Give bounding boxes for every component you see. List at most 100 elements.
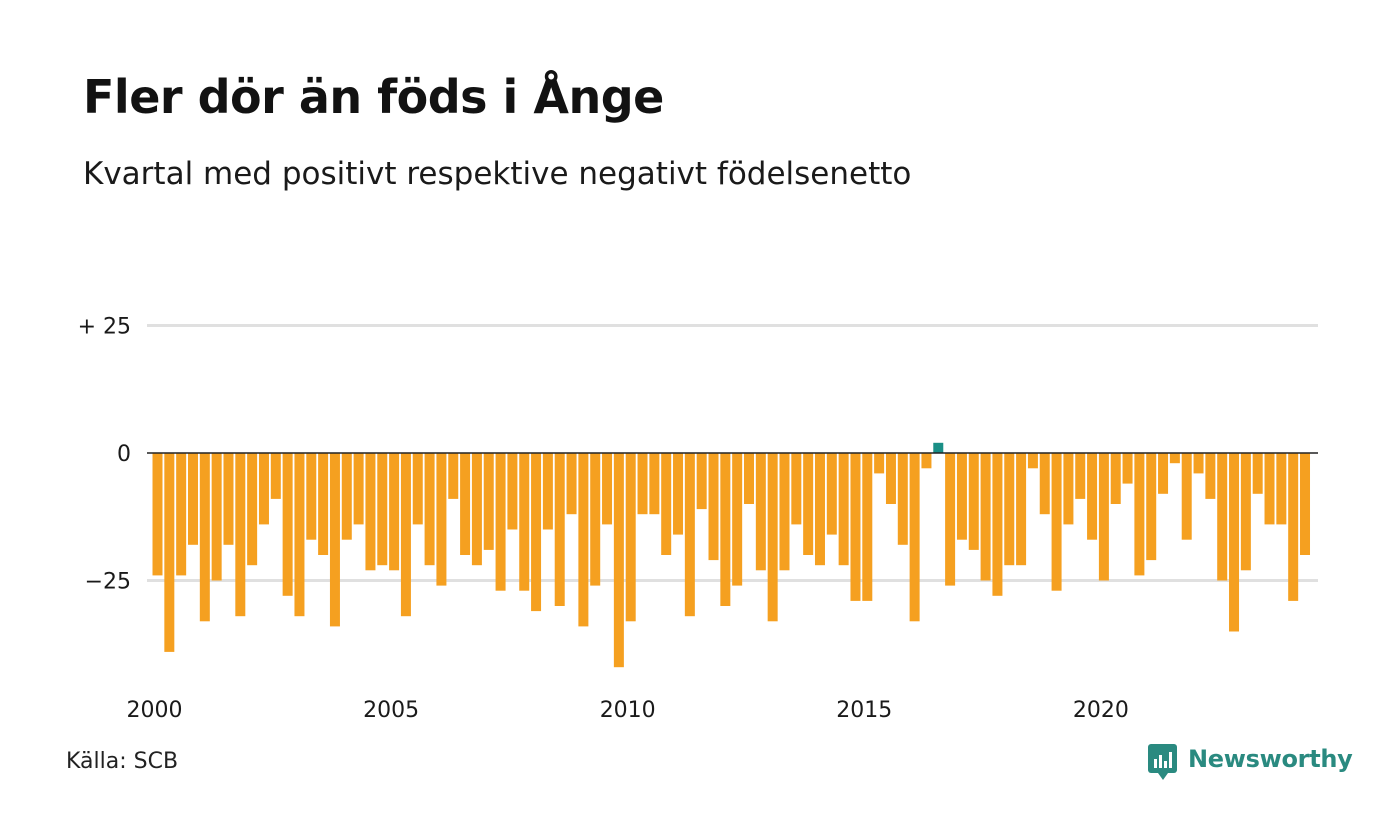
bar-negative: [471, 453, 482, 566]
bar-negative: [1098, 453, 1109, 581]
bar-negative: [1051, 453, 1062, 591]
bar-negative: [1205, 453, 1216, 499]
newsworthy-logo-icon: [1148, 744, 1177, 780]
bar-negative: [1288, 453, 1299, 601]
bar-negative: [235, 453, 246, 617]
y-tick-label: 0: [117, 442, 131, 467]
bar-negative: [744, 453, 754, 504]
bar-negative: [814, 453, 825, 566]
bar-negative: [282, 453, 293, 596]
bar-negative: [531, 453, 542, 612]
bar-negative: [779, 453, 790, 571]
source-label: Källa: SCB: [66, 749, 179, 774]
bar-negative: [1181, 453, 1192, 540]
bar-negative: [400, 453, 411, 617]
bar-negative: [720, 453, 731, 606]
bar-negative: [862, 453, 873, 601]
bar-negative: [1300, 453, 1311, 555]
bar-negative: [495, 453, 506, 591]
bar-positive: [933, 442, 944, 453]
bar-negative: [1146, 453, 1157, 561]
newsworthy-logo: Newsworthy: [1148, 744, 1353, 784]
bar-negative: [803, 453, 814, 555]
bar-negative: [945, 453, 956, 586]
bar-negative: [708, 453, 719, 561]
bar-negative: [1252, 453, 1263, 494]
bar-negative: [1027, 453, 1038, 469]
bar-negative: [412, 453, 423, 525]
bar-negative: [341, 453, 352, 540]
bar-negative: [838, 453, 849, 566]
bar-chart: + 25 0 −25 2000 2005 2010 2015 2020: [78, 315, 1318, 723]
bar-negative: [448, 453, 459, 499]
x-tick-label: 2005: [363, 698, 419, 723]
bar-negative: [1134, 453, 1145, 576]
bar-negative: [1063, 453, 1074, 525]
chart-subtitle: Kvartal med positivt respektive negativt…: [83, 156, 912, 192]
bar-negative: [826, 453, 837, 535]
x-tick-label: 2020: [1073, 698, 1129, 723]
bar-negative: [152, 453, 163, 576]
bar-negative: [211, 453, 222, 581]
brand-name: Newsworthy: [1188, 745, 1353, 773]
x-tick-label: 2000: [127, 698, 183, 723]
bar-negative: [318, 453, 329, 555]
bar-negative: [542, 453, 553, 530]
bar-negative: [732, 453, 743, 586]
bar-negative: [767, 453, 778, 622]
bar-negative: [885, 453, 896, 504]
bar-negative: [329, 453, 340, 627]
bar-negative: [1264, 453, 1275, 525]
bar-negative: [294, 453, 305, 617]
bar-negative: [306, 453, 317, 540]
bar-negative: [968, 453, 979, 550]
bar-negative: [637, 453, 648, 515]
bar-negative: [1122, 453, 1133, 484]
bar-negative: [176, 453, 187, 576]
bar-negative: [507, 453, 518, 530]
bar-negative: [897, 453, 908, 545]
bar-negative: [1158, 453, 1169, 494]
bar-negative: [365, 453, 376, 571]
bar-negative: [980, 453, 991, 581]
bar-negative: [602, 453, 613, 525]
x-tick-label: 2015: [836, 698, 892, 723]
x-tick-label: 2010: [600, 698, 656, 723]
bar-negative: [590, 453, 601, 586]
y-tick-label: −25: [85, 570, 131, 595]
bar-negative: [909, 453, 920, 622]
bar-negative: [1193, 453, 1204, 474]
bar-negative: [1039, 453, 1050, 515]
bar-negative: [424, 453, 435, 566]
bar-negative: [956, 453, 967, 540]
bar-negative: [1217, 453, 1228, 581]
bar-negative: [460, 453, 471, 555]
bar-negative: [164, 453, 175, 652]
bar-negative: [258, 453, 269, 525]
bar-negative: [436, 453, 447, 586]
bar-negative: [389, 453, 400, 571]
bar-negative: [578, 453, 589, 627]
bar-negative: [519, 453, 530, 591]
bar-negative: [791, 453, 802, 525]
bar-negative: [673, 453, 684, 535]
bar-negative: [649, 453, 660, 515]
bar-negative: [850, 453, 861, 601]
bar-negative: [696, 453, 707, 510]
bar-negative: [1276, 453, 1287, 525]
bar-negative: [270, 453, 281, 499]
bar-negative: [377, 453, 388, 566]
bar-negative: [554, 453, 565, 606]
bar-negative: [199, 453, 210, 622]
bar-negative: [1016, 453, 1027, 566]
bar-negative: [1110, 453, 1121, 504]
bar-negative: [483, 453, 494, 550]
bar-negative: [874, 453, 885, 474]
bar-negative: [992, 453, 1003, 596]
bar-negative: [661, 453, 672, 555]
bar-negative: [1169, 453, 1180, 464]
bar-negative: [1075, 453, 1086, 499]
y-tick-label: + 25: [78, 315, 131, 340]
bar-negative: [1004, 453, 1015, 566]
bar-negative: [684, 453, 695, 617]
